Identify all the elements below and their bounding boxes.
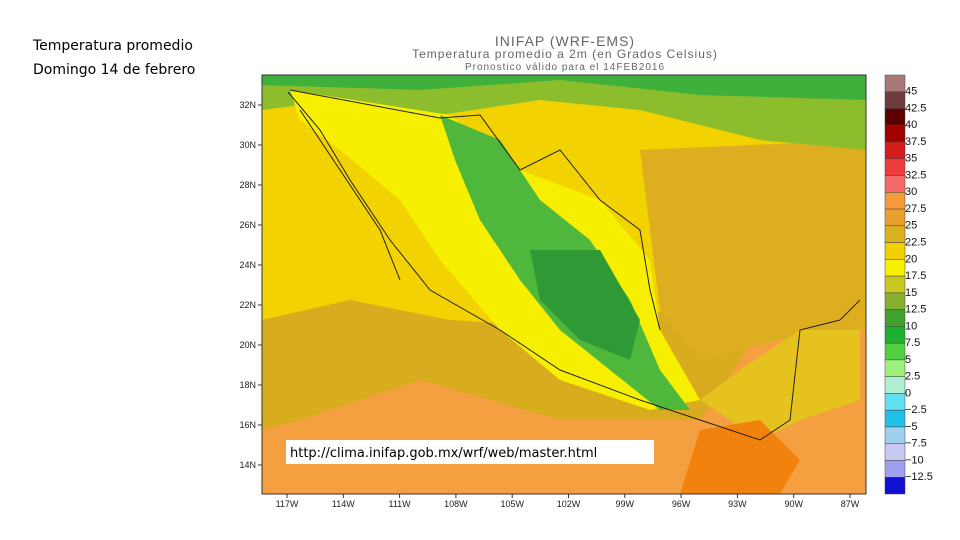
colorbar-swatch [884, 74, 906, 93]
colorbar-swatch [884, 476, 906, 495]
colorbar-label: −12.5 [905, 471, 933, 483]
border [289, 89, 661, 331]
colorbar-swatch [884, 443, 906, 461]
colorbar-label: 30 [905, 186, 917, 198]
lat-label: 32N [239, 100, 256, 110]
colorbar-swatch [884, 108, 906, 126]
colorbar-swatch [884, 275, 906, 294]
colorbar-label: 35 [905, 153, 917, 165]
gulf [640, 140, 866, 360]
colorbar-swatch [884, 292, 906, 310]
colorbar-label: 40 [905, 119, 917, 131]
yucatan [700, 330, 860, 440]
colorbar-swatch [884, 359, 906, 377]
lon-label: 117W [276, 499, 299, 509]
lat-label: 22N [239, 300, 256, 310]
map-header: Pronostico válido para el 14FEB2016 [465, 62, 665, 73]
lon-label: 99W [616, 499, 635, 509]
lon-label: 114W [332, 499, 355, 509]
lat-label: 14N [239, 460, 256, 470]
colorbar-label: 25 [905, 220, 917, 232]
colorbar-swatch [884, 242, 906, 260]
lat-label: 30N [239, 140, 256, 150]
colorbar-swatch [884, 326, 906, 344]
colorbar-label: 27.5 [905, 203, 926, 215]
colorbar-swatch [884, 393, 906, 411]
colorbar-label: 37.5 [905, 136, 926, 148]
colorbar-swatch [884, 259, 906, 277]
colorbar-swatch [884, 309, 906, 327]
colorbar-label: −10 [905, 454, 924, 466]
url-box [286, 440, 654, 464]
colorbar-label: 45 [905, 86, 917, 98]
colorbar-swatch [884, 376, 906, 394]
central-cold [530, 250, 640, 360]
lon-axis: 117W 114W 111W 108W 105W 102W 99W 96W 93W 90W 87W [276, 494, 860, 509]
colorbar-swatch [884, 192, 906, 210]
colorbar-label: 17.5 [905, 270, 926, 282]
colorbar-swatch [884, 141, 906, 160]
colorbar-swatch [884, 409, 906, 428]
colorbar: 45 42.5 40 37.5 35 32.5 30 27.5 25 22.5 20 17.5 15 12… [884, 74, 933, 495]
north-colder [262, 75, 866, 100]
lon-label: 102W [557, 499, 581, 509]
colorbar-label: 10 [905, 320, 917, 332]
colorbar-swatch [884, 125, 906, 143]
lon-label: 87W [841, 499, 860, 509]
lat-label: 20N [239, 340, 256, 350]
colorbar-label: 0 [905, 387, 911, 399]
colorbar-label: 12.5 [905, 304, 926, 316]
lat-label: 24N [239, 260, 256, 270]
colorbar-label: −2.5 [905, 404, 927, 416]
slide-subtitle: Domingo 14 de febrero [33, 62, 195, 78]
coastline [287, 91, 861, 441]
map-frame [261, 74, 867, 495]
colorbar-label: −5 [905, 421, 918, 433]
colorbar-label: 7.5 [905, 337, 920, 349]
colorbar-swatch [884, 175, 906, 193]
colorbar-label: −7.5 [905, 438, 927, 450]
colorbar-swatch [884, 225, 906, 243]
colorbar-swatch [884, 342, 906, 361]
colorbar-label: 42.5 [905, 102, 926, 114]
source-url: http://clima.inifap.gob.mx/wrf/web/maste… [290, 446, 597, 461]
lon-label: 108W [444, 499, 468, 509]
colorbar-swatch [884, 158, 906, 176]
pacific-warm [680, 420, 800, 494]
lat-label: 28N [239, 180, 256, 190]
colorbar-swatch [884, 460, 906, 478]
map-header: INIFAP (WRF-EMS) [495, 33, 635, 49]
colorbar-swatch [884, 208, 906, 227]
lon-label: 96W [672, 499, 691, 509]
lat-label: 26N [239, 220, 256, 230]
slide-title: Temperatura promedio [32, 38, 193, 54]
colorbar-label: 32.5 [905, 169, 926, 181]
lat-label: 18N [239, 380, 256, 390]
colorbar-swatch [884, 426, 906, 444]
map-header: Temperatura promedio a 2m (en Grados Cel… [412, 47, 718, 61]
lon-label: 105W [500, 499, 524, 509]
lon-label: 93W [728, 499, 747, 509]
colorbar-swatch [884, 91, 906, 109]
lat-label: 16N [239, 420, 256, 430]
lat-axis: 32N 30N 28N 26N 24N 22N 20N 18N 16N 14N [239, 100, 262, 470]
colorbar-label: 15 [905, 287, 917, 299]
lon-label: 111W [389, 499, 412, 509]
colorbar-label: 22.5 [905, 237, 926, 249]
colorbar-label: 5 [905, 354, 911, 366]
map [261, 74, 867, 495]
coastline [299, 109, 401, 281]
colorbar-label: 20 [905, 253, 917, 265]
colorbar-label: 2.5 [905, 371, 920, 383]
lon-label: 90W [784, 499, 803, 509]
